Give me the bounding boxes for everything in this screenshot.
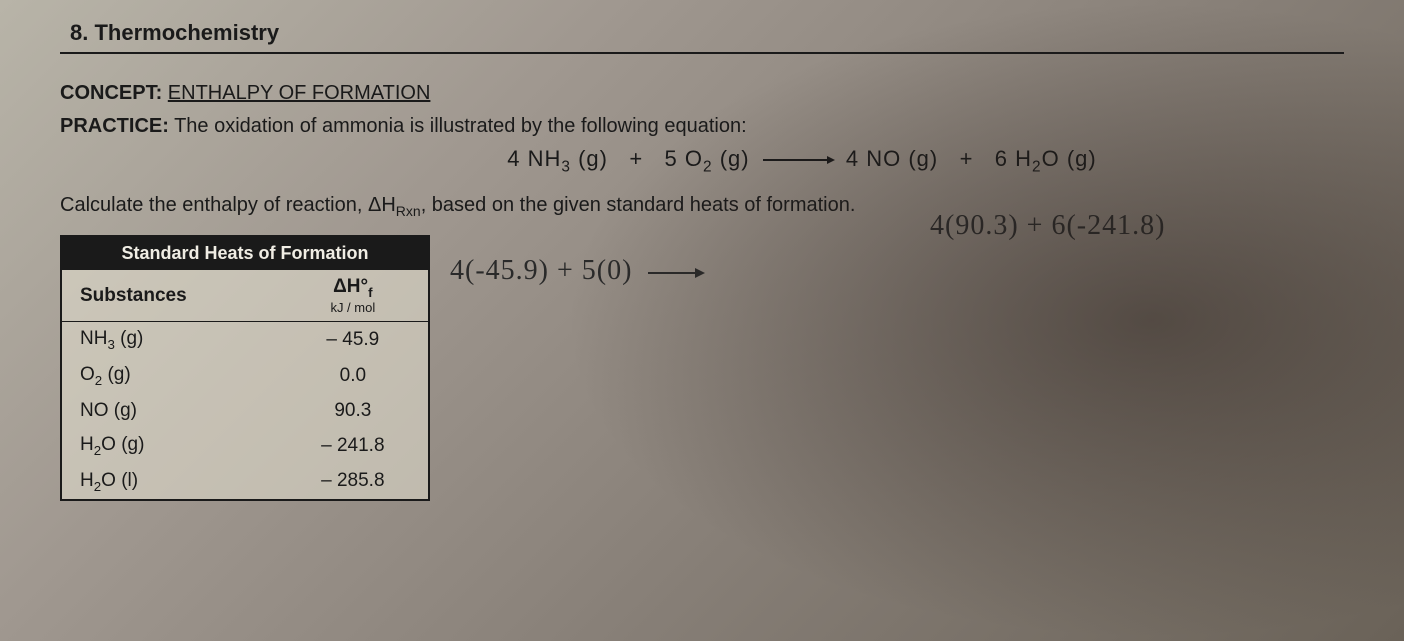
- eq-species: NO: [866, 146, 901, 171]
- data-table: Substances ΔH°f kJ / mol NH3 (g) – 45.9 …: [62, 270, 428, 499]
- row-value: 0.0: [278, 358, 428, 394]
- eq-plus: +: [960, 146, 974, 171]
- eq-coef: 5: [665, 146, 678, 171]
- eq-state: (g): [908, 146, 938, 171]
- row-state: (l): [121, 470, 138, 491]
- table-row: H2O (l) – 285.8: [62, 464, 428, 500]
- eq-coef: 4: [507, 146, 520, 171]
- row-value: – 45.9: [278, 322, 428, 358]
- row-state: (g): [120, 328, 143, 349]
- practice-line: PRACTICE: The oxidation of ammonia is il…: [60, 115, 1344, 138]
- arrow-icon: [763, 159, 833, 161]
- eq-coef: 6: [995, 146, 1008, 171]
- hw-left: 4(-45.9) + 5(0): [450, 255, 632, 286]
- table-row: H2O (g) – 241.8: [62, 428, 428, 464]
- table-row: NO (g) 90.3: [62, 394, 428, 428]
- eq-sub: 3: [561, 158, 571, 175]
- handwritten-reactants: 4(-45.9) + 5(0): [450, 255, 711, 287]
- eq-plus: +: [629, 146, 643, 171]
- row-post: O: [101, 434, 116, 455]
- table-row: NH3 (g) – 45.9: [62, 322, 428, 358]
- col-dhf-symbol: ΔH°: [333, 276, 368, 297]
- row-value: 90.3: [278, 394, 428, 428]
- col-substances: Substances: [62, 270, 278, 321]
- eq-species: O: [1042, 146, 1060, 171]
- table-row: O2 (g) 0.0: [62, 358, 428, 394]
- row-species: H: [80, 470, 94, 491]
- row-state: (g): [114, 400, 137, 421]
- chapter-heading: 8. Thermochemistry: [70, 20, 1344, 46]
- calc-tail: , based on the given standard heats of f…: [421, 194, 856, 216]
- eq-state: (g): [720, 146, 750, 171]
- eq-sub: 2: [1032, 158, 1042, 175]
- hw-arrow-icon: [648, 272, 703, 274]
- row-species: NH: [80, 328, 107, 349]
- eq-species: H: [1015, 146, 1032, 171]
- practice-text: The oxidation of ammonia is illustrated …: [174, 115, 747, 137]
- row-species: H: [80, 434, 94, 455]
- row-species: O: [80, 364, 95, 385]
- eq-state: (g): [578, 146, 608, 171]
- chemical-equation: 4 NH3 (g) + 5 O2 (g) 4 NO (g) + 6 H2O (g…: [260, 146, 1344, 176]
- table-title: Standard Heats of Formation: [62, 237, 428, 270]
- handwritten-products: 4(90.3) + 6(-241.8): [930, 210, 1165, 242]
- col-dhf: ΔH°f kJ / mol: [278, 270, 428, 321]
- eq-species: O: [685, 146, 703, 171]
- heats-table: Standard Heats of Formation Substances Δ…: [60, 235, 430, 501]
- concept-line: CONCEPT: ENTHALPY OF FORMATION: [60, 82, 1344, 105]
- eq-sub: 2: [703, 158, 713, 175]
- practice-label: PRACTICE:: [60, 115, 169, 137]
- divider: [60, 52, 1344, 54]
- calc-text: Calculate the enthalpy of reaction, ΔH: [60, 194, 396, 216]
- concept-title: ENTHALPY OF FORMATION: [168, 82, 431, 104]
- calc-sub: Rxn: [396, 203, 421, 219]
- row-value: – 241.8: [278, 428, 428, 464]
- eq-state: (g): [1067, 146, 1097, 171]
- row-state: (g): [121, 434, 144, 455]
- col-dhf-unit: kJ / mol: [296, 300, 410, 315]
- row-state: (g): [107, 364, 130, 385]
- row-sub: 2: [95, 373, 102, 388]
- concept-label: CONCEPT:: [60, 82, 162, 104]
- row-post: O: [101, 470, 116, 491]
- row-species: NO: [80, 400, 109, 421]
- row-sub: 3: [107, 337, 114, 352]
- row-value: – 285.8: [278, 464, 428, 500]
- col-dhf-sub: f: [368, 285, 372, 300]
- eq-coef: 4: [846, 146, 859, 171]
- eq-species: NH: [528, 146, 562, 171]
